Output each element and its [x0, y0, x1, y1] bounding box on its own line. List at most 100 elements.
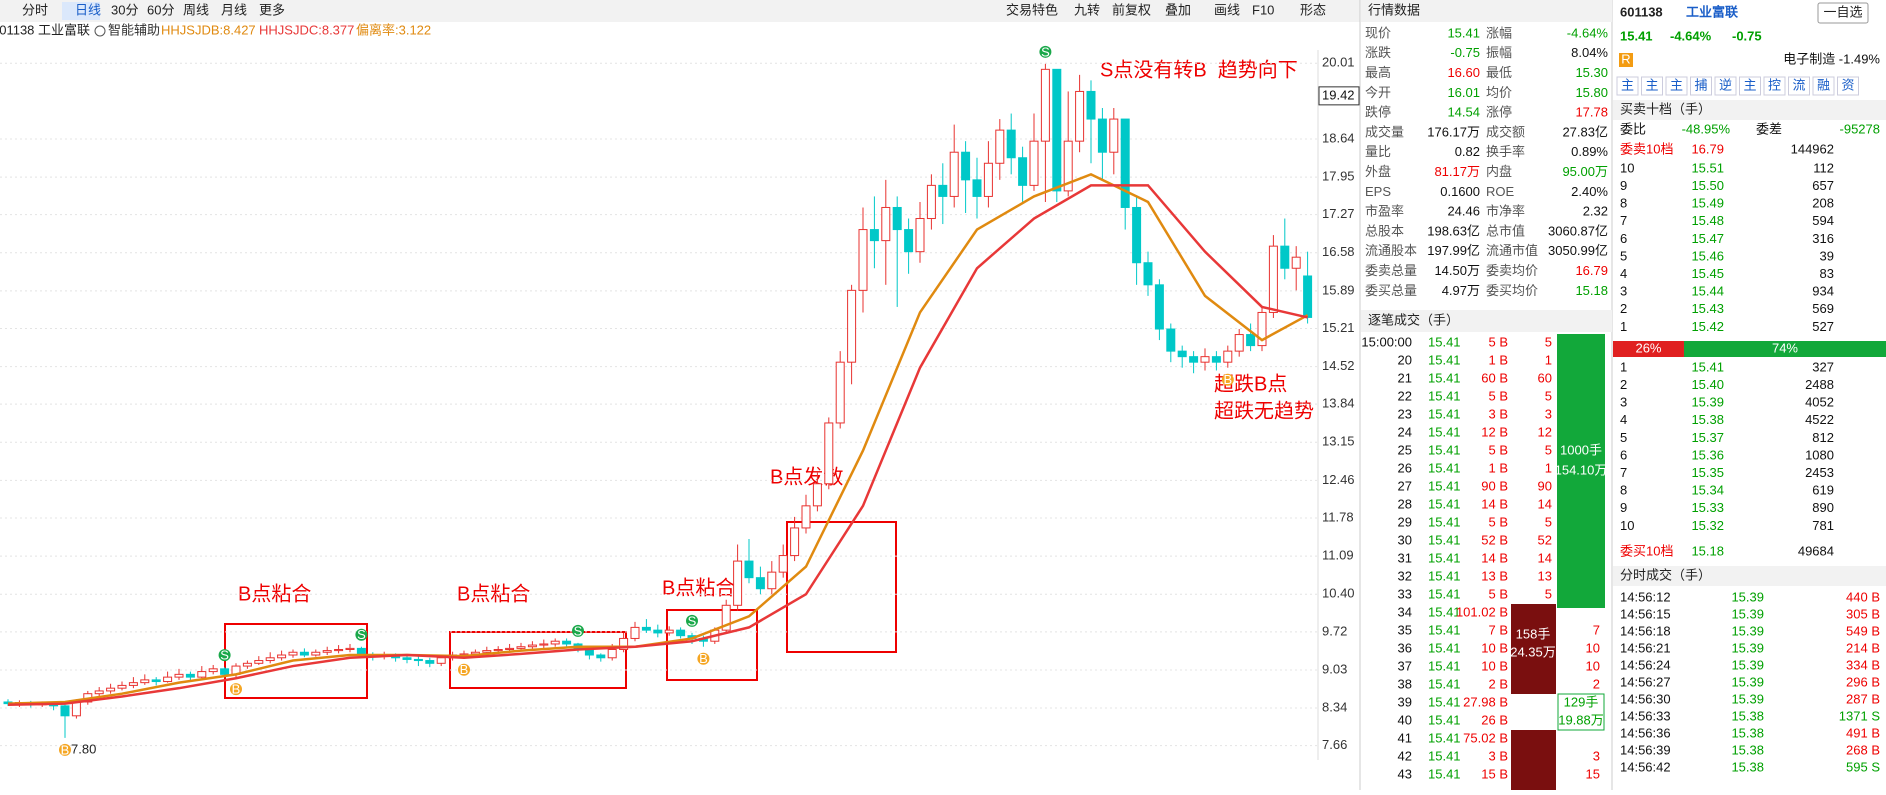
candle-body [299, 651, 309, 656]
time: 14:56:36 [1620, 725, 1671, 740]
tab[interactable]: 60分 [147, 2, 174, 17]
button[interactable] [1812, 76, 1835, 96]
volume: 12 [1538, 424, 1552, 439]
volume: 491 B [1846, 725, 1880, 740]
button[interactable] [1714, 76, 1737, 96]
level: 3 [1620, 395, 1627, 410]
fav-label[interactable]: 一自选 [1823, 4, 1862, 19]
button[interactable] [1837, 76, 1859, 96]
level: 2 [1620, 377, 1627, 392]
signal-label: B [1223, 372, 1232, 387]
candle-body [482, 650, 492, 653]
candle-body [550, 640, 560, 645]
fav-button[interactable] [1817, 2, 1869, 24]
price: 15.41 [1428, 442, 1461, 457]
button[interactable] [1641, 76, 1663, 96]
button[interactable] [1616, 76, 1639, 96]
candle-body [527, 644, 537, 648]
button[interactable] [1739, 76, 1761, 96]
value: 8.04% [1571, 45, 1608, 60]
button-label[interactable]: 控 [1768, 77, 1781, 92]
button-label[interactable]: 主 [1645, 77, 1658, 92]
volume: 657 [1812, 178, 1834, 193]
level: 5 [1620, 248, 1627, 263]
volume: 75.02 B [1463, 730, 1508, 745]
value: 16.01 [1447, 85, 1480, 100]
price: 15.41 [1428, 388, 1461, 403]
tab[interactable]: 分时 [22, 2, 48, 17]
tab[interactable]: 周线 [183, 2, 209, 17]
level: 3 [1620, 284, 1627, 299]
level: 6 [1620, 447, 1627, 462]
tool[interactable]: 九转 [1074, 2, 1100, 17]
y-tick-label: 17.95 [1322, 169, 1355, 184]
time: 22 [1398, 388, 1412, 403]
time: 28 [1398, 496, 1412, 511]
button-label[interactable]: 主 [1621, 77, 1634, 92]
candle-body [1109, 118, 1119, 153]
volume: 2 B [1488, 676, 1508, 691]
button-label[interactable]: 主 [1670, 77, 1683, 92]
annotation: 超跌无趋势 [1214, 399, 1314, 422]
volume: 5 [1545, 514, 1552, 529]
volume: 287 B [1846, 691, 1880, 706]
y-tick-label: 8.34 [1322, 699, 1347, 714]
button-label[interactable]: 主 [1743, 77, 1756, 92]
tab[interactable]: 月线 [221, 2, 247, 17]
button[interactable] [1665, 76, 1688, 96]
tool[interactable]: 交易特色 [1006, 2, 1058, 17]
time: 26 [1398, 460, 1412, 475]
box [449, 631, 627, 689]
value: 15.80 [1575, 85, 1608, 100]
volume: 26 B [1481, 712, 1508, 727]
button[interactable] [1763, 76, 1786, 96]
signal-label: S [220, 648, 229, 663]
button-label[interactable]: 逆 [1719, 77, 1732, 92]
indicator: HHJSJDC:8.377 [259, 22, 354, 37]
button-label[interactable]: 捕 [1694, 77, 1707, 92]
button[interactable] [1788, 76, 1810, 96]
price: 15.43 [1691, 301, 1724, 316]
button-label[interactable]: 融 [1817, 77, 1830, 92]
assist[interactable]: 智能辅助 [108, 22, 160, 37]
volume: 5 B [1488, 514, 1508, 529]
tab[interactable]: 日线 [75, 2, 101, 17]
tool[interactable]: 画线 [1214, 2, 1240, 17]
tool[interactable]: 叠加 [1165, 2, 1191, 17]
volume: 934 [1812, 284, 1834, 299]
candle-body [824, 422, 834, 485]
volume: 208 [1812, 196, 1834, 211]
value: -0.75 [1450, 45, 1480, 60]
ratio-sell [1613, 341, 1684, 357]
volume: 5 [1545, 586, 1552, 601]
volume: 90 B [1481, 478, 1508, 493]
value: 197.99亿 [1427, 243, 1480, 258]
time: 43 [1398, 766, 1412, 781]
tool[interactable]: 前复权 [1112, 2, 1151, 17]
button-label[interactable]: 资 [1841, 77, 1854, 92]
candle-body [767, 571, 777, 590]
icon [94, 25, 106, 37]
value: 14.50万 [1434, 263, 1480, 278]
y-tick-label: 14.52 [1322, 358, 1355, 373]
time: 24 [1398, 424, 1412, 439]
tool[interactable]: 形态 [1300, 2, 1326, 17]
candle-body [721, 604, 731, 631]
time: 14:56:33 [1620, 708, 1671, 723]
volume: 214 B [1846, 640, 1880, 655]
candle-body [1234, 334, 1244, 352]
tab[interactable]: 30分 [111, 2, 138, 17]
button[interactable] [1690, 76, 1712, 96]
volume: 5 B [1488, 586, 1508, 601]
volume: 569 [1812, 301, 1834, 316]
candle-body [1177, 350, 1187, 358]
tool[interactable]: F10 [1252, 2, 1274, 17]
candle-body [1052, 68, 1062, 192]
label: 今开 [1365, 85, 1391, 100]
candle-body [1246, 334, 1256, 347]
tab[interactable]: 更多 [259, 2, 285, 17]
button-label[interactable]: 流 [1792, 77, 1805, 92]
volume: 10 B [1481, 640, 1508, 655]
value: 3050.99亿 [1548, 243, 1608, 258]
volume: 268 B [1846, 742, 1880, 757]
